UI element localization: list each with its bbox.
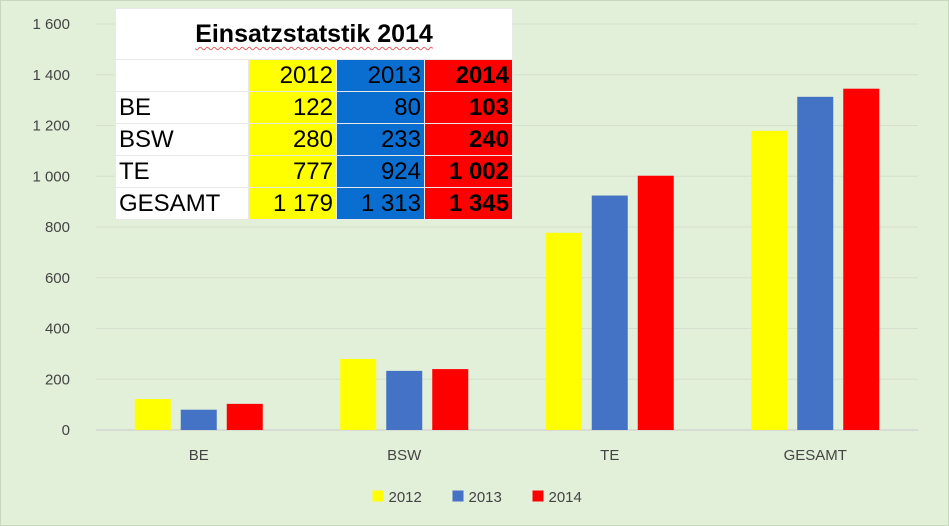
table-cell-2014: 103 <box>424 91 513 124</box>
table-cell-2014: 240 <box>424 123 513 156</box>
table-row-label: BE <box>115 91 249 124</box>
table-row: GESAMT 1 179 1 313 1 345 <box>115 187 513 220</box>
legend-label-2012: 2012 <box>389 489 422 506</box>
y-tick-label: 800 <box>45 219 70 236</box>
table-row-label: TE <box>115 155 249 188</box>
table-header-2012: 2012 <box>248 59 337 92</box>
table-header-empty <box>115 59 249 92</box>
table-header-2014: 2014 <box>424 59 513 92</box>
legend-label-2014: 2014 <box>549 489 582 506</box>
bar-2012-be <box>134 399 171 430</box>
bar-2012-gesamt <box>751 130 788 431</box>
legend-swatch-2014 <box>532 490 544 502</box>
table-cell-2013: 924 <box>336 155 425 188</box>
table-cell-2013: 1 313 <box>336 187 425 220</box>
y-tick-label: 1 400 <box>32 67 70 84</box>
table-cell-2012: 777 <box>248 155 337 188</box>
x-tick-label: GESAMT <box>784 447 847 464</box>
legend-swatch-2013 <box>452 490 464 502</box>
table-header-row: 2012 2013 2014 <box>115 59 513 92</box>
table-cell-2012: 280 <box>248 123 337 156</box>
bar-2013-te <box>591 195 628 430</box>
table-title: Einsatzstatstik 2014 <box>195 20 433 48</box>
bar-2012-bsw <box>340 358 377 430</box>
table-cell-2013: 233 <box>336 123 425 156</box>
table-cell-2014: 1 002 <box>424 155 513 188</box>
table-cell-2012: 1 179 <box>248 187 337 220</box>
x-tick-label: TE <box>600 447 619 464</box>
y-tick-label: 1 200 <box>32 118 70 135</box>
bar-2014-te <box>637 175 674 430</box>
bar-2014-gesamt <box>843 88 880 431</box>
bar-2013-be <box>180 409 217 430</box>
table-row-label: GESAMT <box>115 187 249 220</box>
legend-label-2013: 2013 <box>469 489 502 506</box>
table-header-2013: 2013 <box>336 59 425 92</box>
bar-2013-gesamt <box>797 96 834 431</box>
y-tick-label: 0 <box>62 422 70 439</box>
table-row: TE 777 924 1 002 <box>115 155 513 188</box>
table-row: BSW 280 233 240 <box>115 123 513 156</box>
bar-2013-bsw <box>386 370 423 430</box>
y-tick-label: 600 <box>45 270 70 287</box>
y-tick-label: 1 600 <box>32 16 70 33</box>
table-row-label: BSW <box>115 123 249 156</box>
table-cell-2012: 122 <box>248 91 337 124</box>
x-tick-label: BE <box>189 447 209 464</box>
y-tick-label: 200 <box>45 371 70 388</box>
table-cell-2013: 80 <box>336 91 425 124</box>
legend-swatch-2012 <box>372 490 384 502</box>
y-tick-label: 400 <box>45 321 70 338</box>
x-tick-label: BSW <box>387 447 422 464</box>
bar-2014-bsw <box>432 369 469 430</box>
y-tick-label: 1 000 <box>32 168 70 185</box>
table-title-cell: Einsatzstatstik 2014 <box>115 8 513 60</box>
bar-2012-te <box>545 232 582 430</box>
table-row: BE 122 80 103 <box>115 91 513 124</box>
table-title-row: Einsatzstatstik 2014 <box>115 8 513 60</box>
table-cell-2014: 1 345 <box>424 187 513 220</box>
bar-2014-be <box>226 403 263 430</box>
statistics-table: Einsatzstatstik 2014 2012 2013 2014 BE 1… <box>115 8 513 220</box>
